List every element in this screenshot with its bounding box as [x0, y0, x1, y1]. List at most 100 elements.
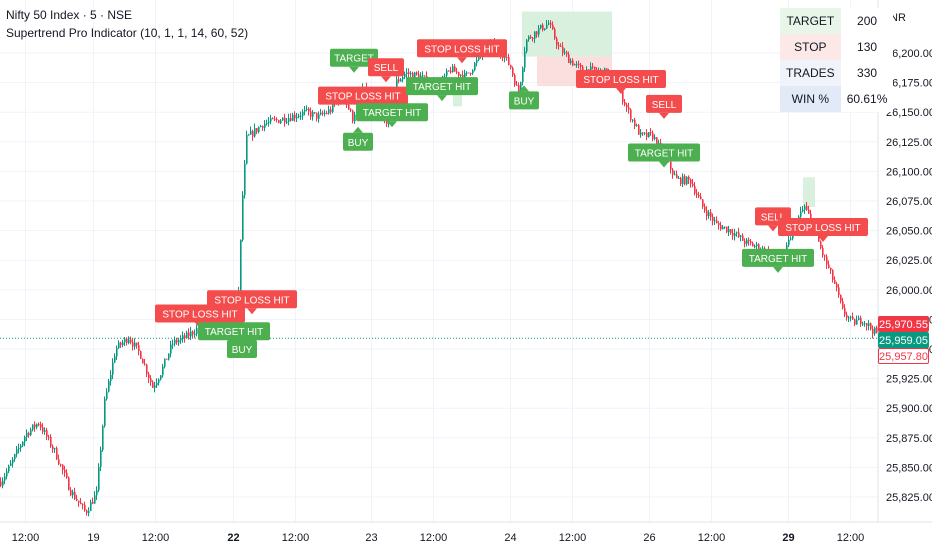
candle-body: [622, 89, 624, 102]
signal-buy-label[interactable]: BUY: [343, 126, 373, 151]
candle-body: [754, 246, 756, 248]
price-axis[interactable]: 26,200.00 26,175.00 26,150.00 26,125.00 26,1…: [886, 48, 932, 504]
signal-buy-label[interactable]: TARGET HIT: [742, 248, 814, 273]
time-axis[interactable]: 12:00 19 12:00 22 12:00 23 12:00 24 12:00 26 12:00…: [12, 532, 865, 544]
candle-body: [348, 104, 350, 110]
candle-body: [42, 427, 44, 432]
symbol-title[interactable]: Nifty 50 Index · 5 · NSE: [6, 8, 133, 22]
candle-body: [700, 196, 702, 200]
y-tick-label: 26,100.00: [886, 166, 932, 178]
candle-body: [38, 424, 40, 426]
indicator-title[interactable]: Supertrend Pro Indicator (10, 1, 1, 14, …: [6, 26, 249, 40]
candle-body: [318, 114, 320, 119]
candle-body: [842, 301, 844, 309]
candle-body: [184, 335, 186, 339]
candle-body: [446, 70, 448, 76]
candle-body: [276, 119, 278, 121]
signal-sell-label[interactable]: STOP LOSS HIT: [778, 218, 868, 243]
signal-sell-label[interactable]: SELL: [646, 94, 682, 119]
signal-sell-label[interactable]: SELL: [368, 58, 404, 83]
candle-body: [32, 424, 34, 430]
candle-body: [260, 125, 262, 128]
candle-body: [12, 459, 14, 464]
candle-body: [650, 132, 652, 134]
candle-body: [316, 112, 318, 119]
signal-buy-label[interactable]: TARGET HIT: [628, 143, 700, 168]
signal-buy-label[interactable]: BUY: [509, 85, 539, 110]
candle-body: [550, 23, 552, 25]
candle-body: [174, 339, 176, 344]
candle-body: [290, 118, 292, 121]
signal-sell-label[interactable]: STOP LOSS HIT: [417, 39, 507, 64]
candle-body: [162, 366, 164, 376]
candle-body: [574, 64, 576, 66]
y-tick-label: 25,825.00: [886, 492, 932, 504]
candle-body: [54, 448, 56, 450]
signal-buy-label[interactable]: TARGET HIT: [356, 103, 428, 128]
signal-pointer: [353, 126, 363, 133]
candle-body: [296, 116, 298, 119]
candle-body: [560, 45, 562, 47]
candle-body: [840, 295, 842, 302]
signal-text: TARGET HIT: [413, 82, 472, 93]
candle-body: [756, 244, 758, 247]
candle-body: [632, 119, 634, 121]
candle-body: [636, 125, 638, 127]
stats-value: 200: [840, 8, 894, 34]
candle-body: [82, 504, 84, 506]
signal-buy-label[interactable]: BUY: [227, 334, 257, 358]
candle-body: [190, 331, 192, 337]
candle-body: [726, 226, 728, 233]
candle-body: [256, 128, 258, 132]
signal-buy-label[interactable]: TARGET HIT: [406, 77, 478, 102]
signal-text: SELL: [761, 212, 786, 223]
candle-body: [242, 195, 244, 240]
candle-body: [294, 114, 296, 119]
candle-body: [826, 256, 828, 265]
x-tick-label: 19: [87, 532, 99, 544]
candle-body: [68, 477, 70, 491]
candle-body: [44, 430, 46, 432]
candle-body: [850, 316, 852, 318]
signal-text: TARGET: [334, 54, 374, 65]
signal-box: [318, 86, 408, 105]
signal-text: STOP LOSS HIT: [162, 309, 237, 320]
candle-body: [640, 132, 642, 135]
signal-text: STOP LOSS HIT: [583, 75, 658, 86]
candle-body: [578, 63, 580, 65]
candle-body: [524, 51, 526, 68]
candle-body: [706, 210, 708, 217]
candle-body: [416, 72, 418, 75]
x-tick-label: 12:00: [559, 532, 587, 544]
stats-label: TRADES: [780, 60, 841, 86]
candle-body: [106, 391, 108, 400]
candle-body: [264, 123, 266, 128]
candle-body: [676, 174, 678, 179]
candle-body: [648, 132, 650, 138]
candle-body: [866, 323, 868, 326]
candle-body: [728, 229, 730, 233]
candle-body: [526, 39, 528, 52]
candle-body: [674, 174, 676, 176]
candle-body: [654, 137, 656, 140]
candle-body: [194, 333, 196, 335]
candle-body: [834, 279, 836, 284]
candle-body: [670, 161, 672, 170]
candle-body: [192, 331, 194, 335]
candle-body: [30, 429, 32, 436]
candle-body: [684, 176, 686, 185]
candle-body: [118, 342, 120, 349]
signal-buy-label[interactable]: TARGET: [330, 48, 378, 73]
candle-body: [354, 114, 356, 122]
signal-sell-label[interactable]: STOP LOSS HIT: [207, 290, 297, 315]
candle-body: [292, 114, 294, 121]
signal-sell-label[interactable]: STOP LOSS HIT: [576, 70, 666, 95]
x-tick-label: 24: [504, 532, 516, 544]
candle-body: [312, 112, 314, 117]
candle-body: [248, 134, 250, 136]
candle-body: [178, 340, 180, 343]
candle-body: [324, 113, 326, 115]
candle-body: [626, 104, 628, 108]
candle-body: [352, 110, 354, 122]
